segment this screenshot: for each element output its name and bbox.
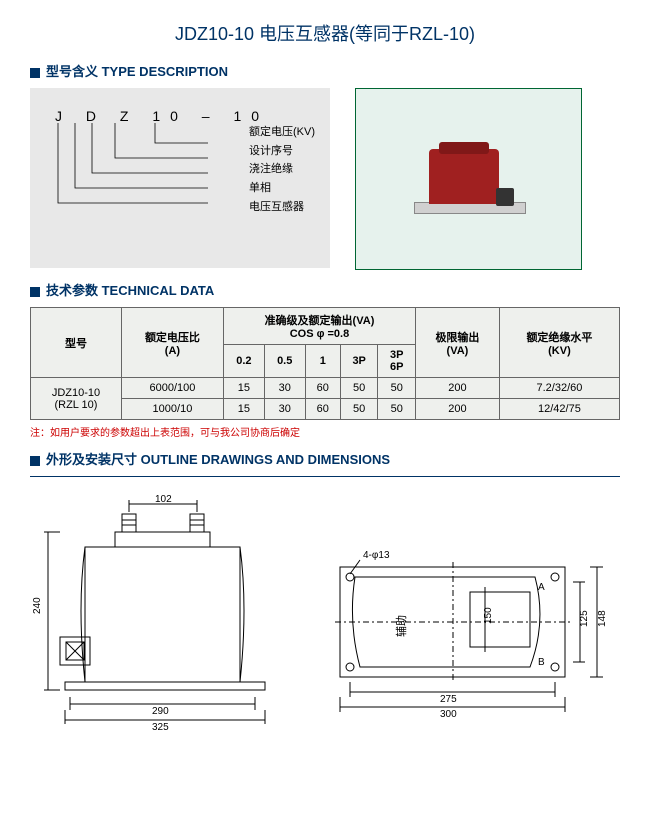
- dim-290: 290: [152, 706, 169, 717]
- cell: 6000/100: [121, 378, 223, 399]
- cell: 200: [416, 378, 500, 399]
- cell: 12/42/75: [499, 399, 619, 420]
- cell: 60: [305, 378, 340, 399]
- square-bullet-icon: [30, 456, 40, 466]
- drawings: 102 240 290 325: [30, 492, 620, 732]
- square-bullet-icon: [30, 287, 40, 297]
- top-row: J D Z 10 – 10 额定电压(KV) 设计序号 浇注绝缘 单相 电压互感…: [30, 88, 620, 270]
- type-label: 额定电压(KV): [249, 123, 315, 142]
- th-sub: 0.2: [223, 345, 264, 378]
- cell: 50: [378, 399, 416, 420]
- dim-102: 102: [155, 494, 172, 505]
- section-outline: 外形及安装尺寸 OUTLINE DRAWINGS AND DIMENSIONS: [30, 449, 620, 468]
- th-sub: 1: [305, 345, 340, 378]
- cell: 15: [223, 399, 264, 420]
- plan-drawing: 4-φ13 A B 150 辅助 275 300 125 148: [315, 532, 615, 732]
- cell: 60: [305, 399, 340, 420]
- th-model: 型号: [31, 308, 122, 378]
- dim-275: 275: [440, 694, 457, 705]
- cell-model: JDZ10-10 (RZL 10): [31, 378, 122, 420]
- th-sub: 0.5: [264, 345, 305, 378]
- product-photo: [355, 88, 582, 270]
- label-B: B: [538, 657, 545, 668]
- cell: 15: [223, 378, 264, 399]
- type-label: 浇注绝缘: [249, 160, 315, 179]
- section-type-description: 型号含义 TYPE DESCRIPTION: [30, 61, 620, 80]
- device-illustration: [409, 134, 529, 224]
- section-label: 型号含义 TYPE DESCRIPTION: [46, 64, 228, 79]
- section-label: 外形及安装尺寸 OUTLINE DRAWINGS AND DIMENSIONS: [46, 452, 390, 467]
- label-aux: 辅助: [394, 615, 408, 637]
- type-code: J D Z 10 – 10: [55, 108, 269, 124]
- dim-325: 325: [152, 722, 169, 732]
- section-rule: [30, 476, 620, 477]
- dim-148: 148: [597, 610, 608, 627]
- th-limit: 极限输出 (VA): [416, 308, 500, 378]
- cell: 50: [378, 378, 416, 399]
- type-label: 单相: [249, 179, 315, 198]
- cell: 50: [340, 378, 378, 399]
- type-description-box: J D Z 10 – 10 额定电压(KV) 设计序号 浇注绝缘 单相 电压互感…: [30, 88, 330, 268]
- section-label: 技术参数 TECHNICAL DATA: [46, 283, 214, 298]
- type-labels: 额定电压(KV) 设计序号 浇注绝缘 单相 电压互感器: [249, 123, 315, 216]
- dim-125: 125: [579, 610, 590, 627]
- type-label: 电压互感器: [249, 198, 315, 217]
- cell: 7.2/32/60: [499, 378, 619, 399]
- table-header-row: 型号 额定电压比 (A) 准确级及额定输出(VA) COS φ =0.8 极限输…: [31, 308, 620, 345]
- type-bracket-lines: [55, 123, 215, 223]
- cell: 30: [264, 378, 305, 399]
- cell: 200: [416, 399, 500, 420]
- cell: 1000/10: [121, 399, 223, 420]
- section-technical-data: 技术参数 TECHNICAL DATA: [30, 280, 620, 299]
- th-insul: 额定绝缘水平 (KV): [499, 308, 619, 378]
- cell: 30: [264, 399, 305, 420]
- technical-data-table: 型号 额定电压比 (A) 准确级及额定输出(VA) COS φ =0.8 极限输…: [30, 307, 620, 420]
- dim-4phi13: 4-φ13: [363, 550, 390, 561]
- th-sub: 3P: [340, 345, 378, 378]
- dim-150: 150: [483, 607, 494, 624]
- page-title: JDZ10-10 电压互感器(等同于RZL-10): [30, 20, 620, 46]
- th-sub: 3P 6P: [378, 345, 416, 378]
- dim-240: 240: [32, 597, 43, 614]
- th-ratio: 额定电压比 (A): [121, 308, 223, 378]
- dim-300: 300: [440, 709, 457, 720]
- th-accuracy: 准确级及额定输出(VA) COS φ =0.8: [223, 308, 415, 345]
- table-note: 注：如用户要求的参数超出上表范围，可与我公司协商后确定: [30, 424, 620, 439]
- cell: 50: [340, 399, 378, 420]
- square-bullet-icon: [30, 68, 40, 78]
- label-A: A: [538, 582, 545, 593]
- type-label: 设计序号: [249, 142, 315, 161]
- table-row: JDZ10-10 (RZL 10) 6000/100 15 30 60 50 5…: [31, 378, 620, 399]
- front-elevation-drawing: 102 240 290 325: [30, 492, 300, 732]
